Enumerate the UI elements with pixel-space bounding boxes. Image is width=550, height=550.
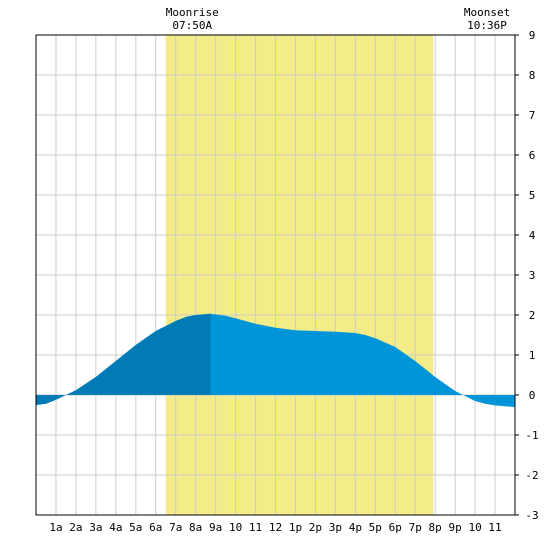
x-tick-label: 12 <box>269 521 282 534</box>
y-tick-label: 5 <box>529 189 536 202</box>
moon-event-time: 10:36P <box>467 19 507 32</box>
y-tick-label: 2 <box>529 309 536 322</box>
moon-event-time: 07:50A <box>172 19 212 32</box>
y-tick-label: 9 <box>529 29 536 42</box>
y-tick-label: 3 <box>529 269 536 282</box>
y-tick-label: 6 <box>529 149 536 162</box>
moon-event-label: Moonrise <box>166 6 219 19</box>
x-tick-label: 11 <box>249 521 262 534</box>
x-tick-label: 1a <box>49 521 62 534</box>
x-tick-label: 4p <box>349 521 362 534</box>
x-tick-label: 5p <box>369 521 382 534</box>
x-tick-label: 6a <box>149 521 162 534</box>
y-tick-label: 0 <box>529 389 536 402</box>
y-tick-label: 8 <box>529 69 536 82</box>
x-tick-label: 4a <box>109 521 122 534</box>
x-tick-label: 7p <box>409 521 422 534</box>
x-tick-label: 9a <box>209 521 222 534</box>
tide-area-dark <box>36 313 211 405</box>
y-tick-label: -3 <box>525 509 538 522</box>
x-tick-label: 8p <box>429 521 442 534</box>
x-tick-label: 2a <box>69 521 82 534</box>
x-tick-label: 8a <box>189 521 202 534</box>
x-tick-label: 3a <box>89 521 102 534</box>
y-tick-label: 4 <box>529 229 536 242</box>
y-tick-label: -2 <box>525 469 538 482</box>
x-tick-label: 5a <box>129 521 142 534</box>
x-tick-label: 7a <box>169 521 182 534</box>
y-tick-label: 1 <box>529 349 536 362</box>
x-tick-label: 9p <box>449 521 462 534</box>
x-tick-label: 11 <box>488 521 501 534</box>
x-tick-label: 10 <box>468 521 481 534</box>
x-tick-label: 10 <box>229 521 242 534</box>
x-tick-label: 3p <box>329 521 342 534</box>
y-tick-label: 7 <box>529 109 536 122</box>
x-tick-label: 6p <box>389 521 402 534</box>
x-tick-label: 2p <box>309 521 322 534</box>
moon-event-label: Moonset <box>464 6 510 19</box>
x-tick-label: 1p <box>289 521 302 534</box>
y-tick-label: -1 <box>525 429 538 442</box>
